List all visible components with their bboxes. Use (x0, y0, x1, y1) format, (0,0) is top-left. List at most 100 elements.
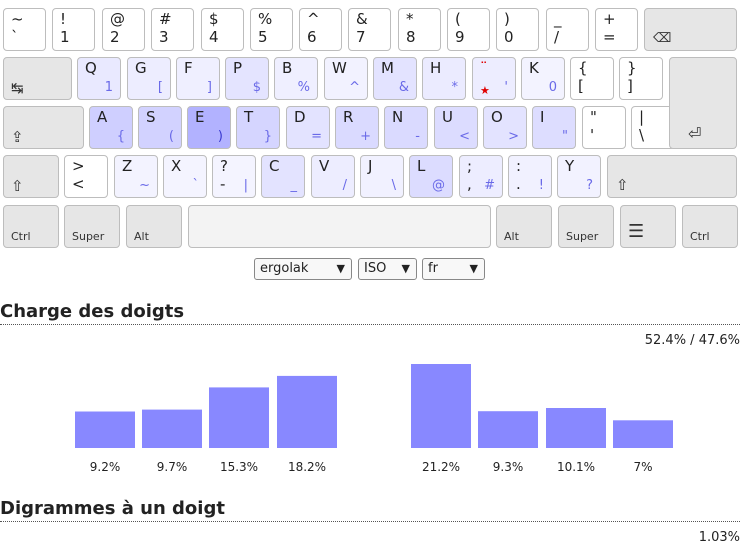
key-E[interactable]: E) (187, 106, 231, 149)
key-P[interactable]: P $ (225, 57, 269, 100)
key-B[interactable]: B% (274, 57, 318, 100)
key-G[interactable]: G[ (127, 57, 171, 100)
key-altgr-label: \ (391, 178, 396, 193)
key-H[interactable]: H * (422, 57, 466, 100)
key-O[interactable]: O > (483, 106, 527, 149)
key-Z[interactable]: Z ~ (114, 155, 158, 198)
key-?[interactable]: ? - | (212, 155, 256, 198)
key-D[interactable]: D = (286, 106, 330, 149)
geometry-select[interactable]: ISO ▼ (358, 258, 417, 280)
key-altgr-label: 1 (104, 80, 113, 95)
key-F[interactable]: F] (176, 57, 220, 100)
key-altgr-label: ( (168, 129, 174, 144)
key-base-label: , (467, 175, 472, 193)
caps-lock-icon: ⇪ (11, 128, 24, 146)
key-U[interactable]: U < (434, 106, 478, 149)
key-shift-label: & (356, 10, 368, 28)
key-T[interactable]: T} (236, 106, 280, 149)
key-L[interactable]: L @ (409, 155, 453, 198)
key-~[interactable]: ~ ` (3, 8, 46, 51)
key-S[interactable]: S( (138, 106, 182, 149)
key-shift-label: R (343, 108, 354, 126)
key-lshift[interactable]: ⇧ (3, 155, 59, 198)
key-altgr-label: | (243, 178, 248, 193)
key-altgr-label: ` (192, 178, 200, 193)
key-altgr[interactable]: Alt (496, 205, 552, 248)
key-shift-label: X (171, 157, 182, 175)
key-ctrl[interactable]: Ctrl (682, 205, 738, 248)
key-:[interactable]: :.! (508, 155, 552, 198)
finger-load-value-label: 15.3% (220, 460, 258, 474)
layout-select[interactable]: ergolak ▼ (254, 258, 352, 280)
key-J[interactable]: J \ (360, 155, 404, 198)
finger-load-chart: 9.2% 9.7% 15.3% 18.2% 21.2% 9.3% 10.1% 7% (75, 364, 673, 474)
key-base-label: 5 (258, 28, 268, 46)
key-menu[interactable]: ☰ (620, 205, 676, 248)
finger-load-bar (613, 420, 673, 448)
key-¨[interactable]: ¨ ★ ' (472, 57, 516, 100)
finger-load-bar (209, 387, 269, 448)
key-_[interactable]: _ / (546, 8, 589, 51)
key-M[interactable]: M & (373, 57, 417, 100)
key-{[interactable]: {[ (570, 57, 614, 100)
key-+[interactable]: + = (595, 8, 638, 51)
key-$[interactable]: $4 (201, 8, 244, 51)
chevron-down-icon: ▼ (336, 262, 345, 275)
key-|[interactable]: | \ (631, 106, 675, 149)
key-tab[interactable]: ↹ (3, 57, 72, 100)
language-select[interactable]: fr ▼ (422, 258, 485, 280)
key-base-label: 7 (356, 28, 366, 46)
key-@[interactable]: @2 (102, 8, 145, 51)
key-shift-label: T (244, 108, 254, 126)
key-shift-label: ; (467, 157, 473, 175)
key-![interactable]: ! 1 (52, 8, 95, 51)
key-Y[interactable]: Y? (557, 155, 601, 198)
key-([interactable]: (9 (447, 8, 490, 51)
key-A[interactable]: A{ (89, 106, 133, 149)
key-super[interactable]: Super (558, 205, 614, 248)
tab-icon: ↹ (11, 79, 24, 97)
key-backspace[interactable]: ⌫ (644, 8, 737, 51)
key-;[interactable]: ;, # (459, 155, 503, 198)
key-}[interactable]: }] (619, 57, 663, 100)
key-enter[interactable]: ⏎ (669, 57, 737, 149)
key-&[interactable]: & 7 (348, 8, 391, 51)
key-altgr-label: { (116, 129, 125, 144)
key-base-label: 6 (307, 28, 317, 46)
finger-load-value-label: 9.3% (493, 460, 524, 474)
key-#[interactable]: #3 (151, 8, 194, 51)
key-rshift[interactable]: ⇧ (607, 155, 737, 198)
key-altgr-label: / (342, 178, 347, 193)
key-base-label: 1 (60, 28, 70, 46)
key-"[interactable]: " ' (582, 106, 626, 149)
key->[interactable]: > < (64, 155, 108, 198)
key-super[interactable]: Super (64, 205, 120, 248)
key-shift-label: " (590, 108, 597, 126)
key-ctrl[interactable]: Ctrl (3, 205, 59, 248)
key-base-label: ' (590, 126, 595, 144)
key-X[interactable]: X ` (163, 155, 207, 198)
key-shift-label: ~ (11, 10, 24, 28)
key-C[interactable]: C _ (261, 155, 305, 198)
key-shift-label: ¨ (480, 59, 488, 77)
key-*[interactable]: * 8 (398, 8, 441, 51)
key-caps[interactable]: ⇪ (3, 106, 84, 149)
key-)[interactable]: ) 0 (496, 8, 539, 51)
key-shift-label: B (282, 59, 293, 77)
key-modifier-label: Super (72, 230, 105, 243)
key-altgr-label: - (415, 129, 420, 144)
key-alt[interactable]: Alt (126, 205, 182, 248)
key-R[interactable]: R + (335, 106, 379, 149)
key-V[interactable]: V / (311, 155, 355, 198)
key-shift-label: ( (455, 10, 461, 28)
key-space[interactable] (188, 205, 491, 248)
key-I[interactable]: I " (532, 106, 576, 149)
key-altgr-label: 0 (548, 80, 557, 95)
key-%[interactable]: % 5 (250, 8, 293, 51)
key-^[interactable]: ^ 6 (299, 8, 342, 51)
key-N[interactable]: N- (384, 106, 428, 149)
key-shift-label: ! (60, 10, 67, 28)
key-W[interactable]: W ^ (324, 57, 368, 100)
